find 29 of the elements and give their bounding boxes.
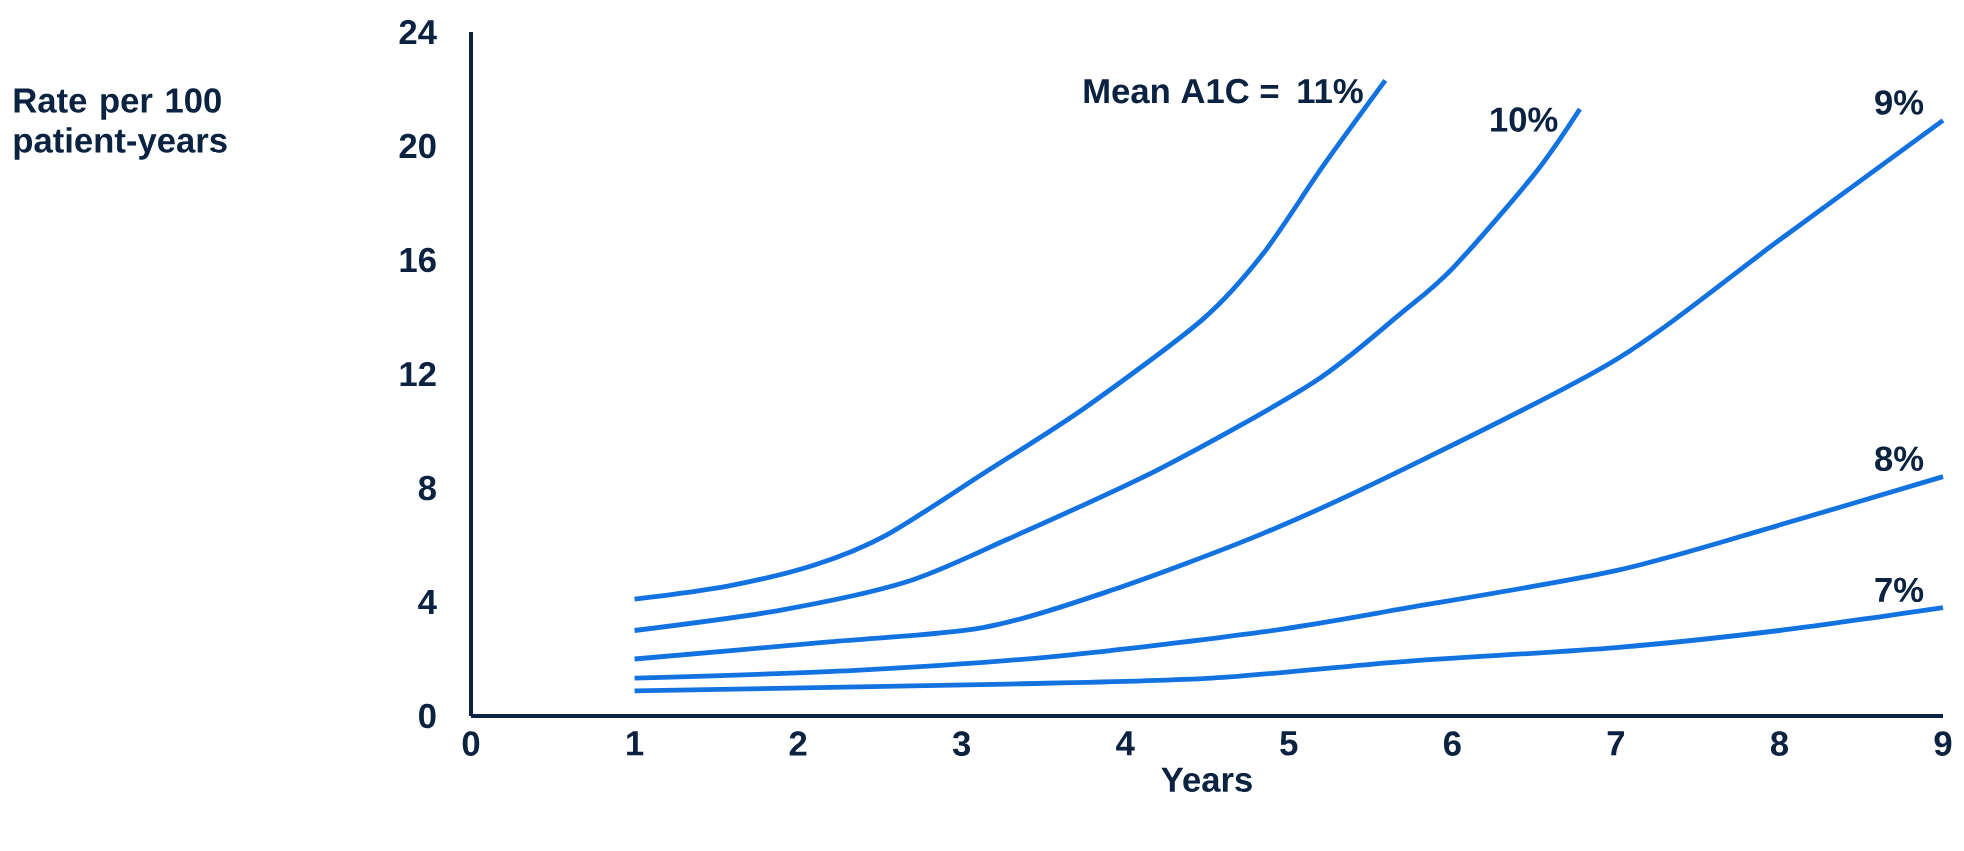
x-tick-label: 8 — [1770, 731, 1789, 756]
y-axis-title: Rate per 100 patient-years — [14, 88, 227, 160]
y-tick-label: 12 — [400, 361, 436, 387]
x-axis-title: Years — [1161, 767, 1252, 792]
x-tick-label: 4 — [1116, 731, 1135, 756]
line-series — [632, 605, 1946, 694]
y-tick-label: 0 — [419, 703, 436, 729]
line-series — [632, 78, 1388, 602]
annotation: Mean A1C = — [1084, 78, 1279, 104]
x-tick-label: 1 — [627, 731, 644, 756]
series-label: 9% — [1875, 90, 1924, 115]
x-tick-label: 3 — [952, 731, 971, 756]
y-tick-label: 16 — [400, 247, 436, 273]
x-tick-label: 2 — [789, 731, 807, 756]
y-tick-label: 4 — [418, 590, 437, 614]
series-label: 11% — [1298, 78, 1363, 104]
y-tick-label: 20 — [399, 133, 436, 159]
x-tick-label: 0 — [462, 731, 480, 756]
y-tick-label: 8 — [418, 475, 436, 501]
line-series — [632, 474, 1946, 681]
series-label: 10% — [1491, 107, 1558, 132]
y-tick-label: 24 — [399, 19, 437, 45]
x-tick-label: 9 — [1934, 731, 1952, 756]
series-label: 7% — [1875, 577, 1924, 603]
series-label: 8% — [1875, 446, 1924, 471]
line-series — [632, 106, 1583, 633]
x-tick-label: 7 — [1607, 731, 1624, 756]
x-tick-label: 6 — [1443, 731, 1461, 756]
x-tick-label: 5 — [1280, 731, 1298, 756]
